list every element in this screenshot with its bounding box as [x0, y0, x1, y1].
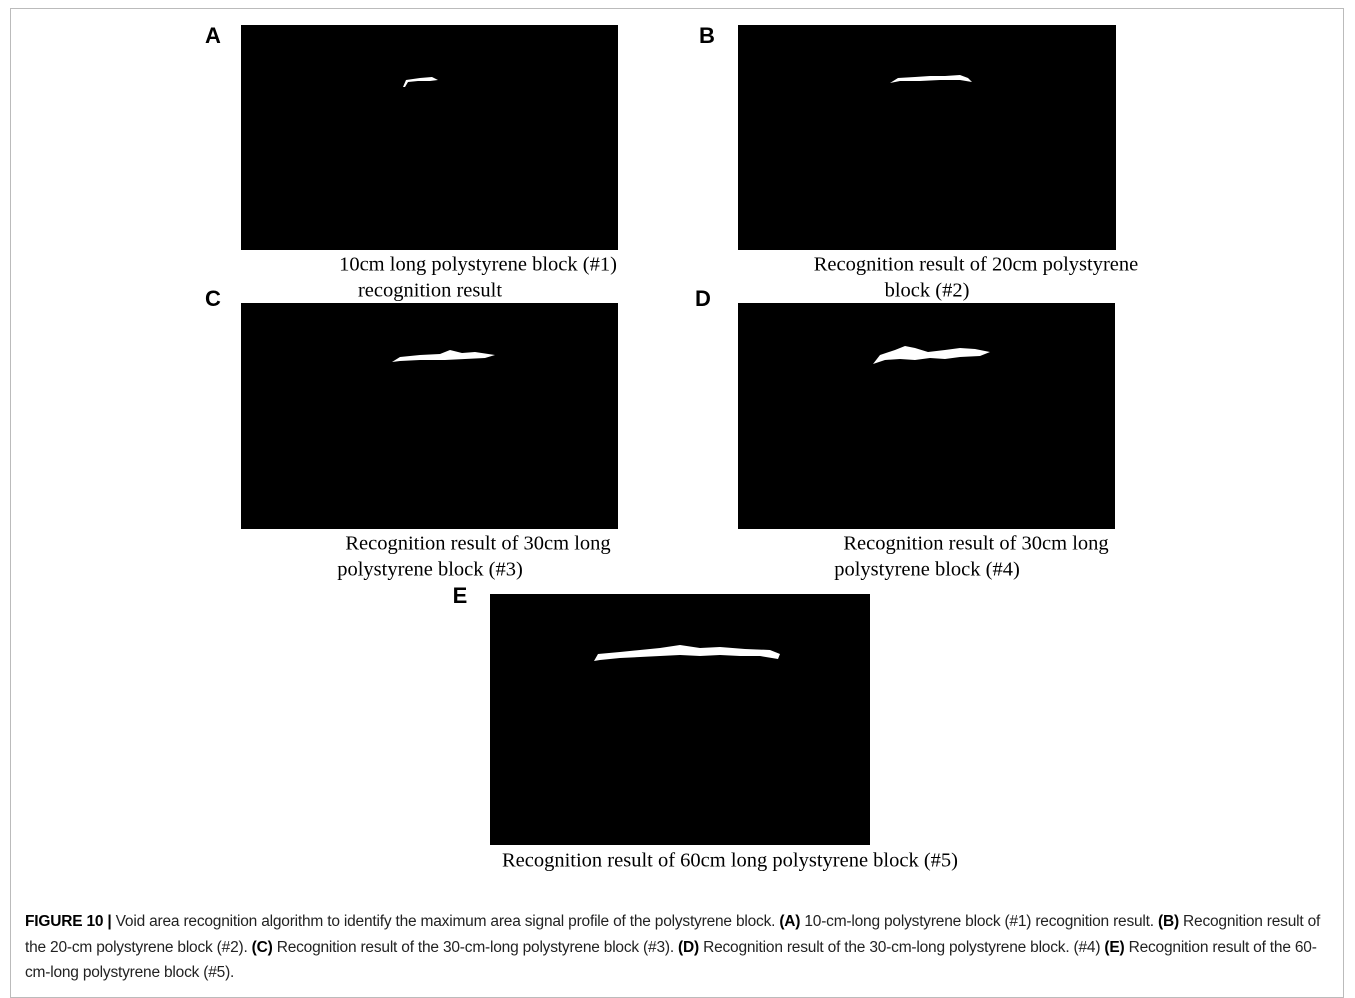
panel-letter: A: [205, 23, 221, 48]
panel-caption: Recognition result of 30cm long: [843, 533, 1108, 555]
panel-caption: Recognition result of 30cm long: [345, 533, 610, 555]
panel-caption: block (#2): [885, 280, 970, 302]
panel-image: [738, 303, 1115, 529]
panel-caption: polystyrene block (#4): [834, 559, 1020, 581]
caption-text: (B): [1158, 913, 1179, 930]
caption-text: Recognition result of the 30-cm-long pol…: [273, 939, 678, 956]
panel-letter: C: [205, 286, 221, 311]
panel-image: [241, 25, 618, 250]
panel-caption: Recognition result of 60cm long polystyr…: [502, 850, 958, 872]
panel-image: [490, 594, 870, 845]
panel-image: [241, 303, 618, 529]
panel-letter: E: [453, 583, 468, 608]
panel-letter: D: [695, 286, 711, 311]
panel-caption: 10cm long polystyrene block (#1): [339, 254, 617, 276]
page: A 10cm long polystyrene block (#1) recogni…: [0, 0, 1355, 986]
caption-label: FIGURE 10 |: [25, 913, 112, 930]
panel-image: [738, 25, 1116, 250]
panel-letter: B: [699, 23, 715, 48]
figure-caption: FIGURE 10 | Void area recognition algori…: [25, 909, 1325, 986]
caption-text: (C): [252, 939, 273, 956]
caption-text: Void area recognition algorithm to ident…: [112, 913, 780, 930]
panel-caption: recognition result: [358, 280, 502, 302]
caption-text: (D): [678, 939, 699, 956]
panel-caption: Recognition result of 20cm polystyrene: [814, 254, 1139, 276]
caption-text: Recognition result of the 30-cm-long pol…: [699, 939, 1104, 956]
caption-text: (E): [1104, 939, 1124, 956]
panel-caption: polystyrene block (#3): [337, 559, 523, 581]
caption-text: (A): [779, 913, 800, 930]
caption-text: 10-cm-long polystyrene block (#1) recogn…: [800, 913, 1158, 930]
figure: A 10cm long polystyrene block (#1) recogni…: [0, 0, 1355, 900]
